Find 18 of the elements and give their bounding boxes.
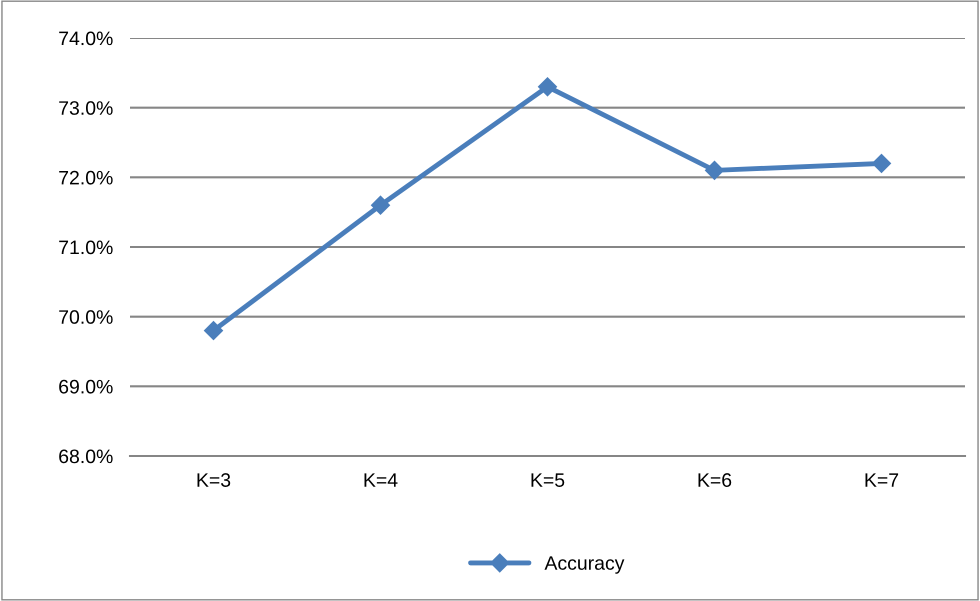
point (872, 154, 892, 173)
x-tick-label: K=3 (198, 473, 230, 487)
y-tick-label: 73.0% (59, 101, 113, 115)
point (370, 196, 390, 215)
y-tick-label: 69.0% (59, 380, 113, 394)
y-tick-label: 72.0% (59, 170, 113, 185)
x-tick-label: K=6 (698, 473, 732, 487)
y-tick-label: 68.0% (59, 449, 113, 464)
y-tick-label: 71.0% (59, 240, 113, 254)
y-tick-label: 70.0% (59, 310, 113, 324)
point (538, 77, 558, 96)
point (204, 321, 224, 340)
y-tick-label: 74.0% (59, 31, 113, 46)
x-tick-label: K=5 (532, 473, 564, 487)
point (704, 160, 724, 180)
x-tick-label: K=7 (866, 473, 898, 487)
x-tick-label: K=4 (364, 473, 398, 487)
legend-label: Accuracy (544, 556, 624, 574)
